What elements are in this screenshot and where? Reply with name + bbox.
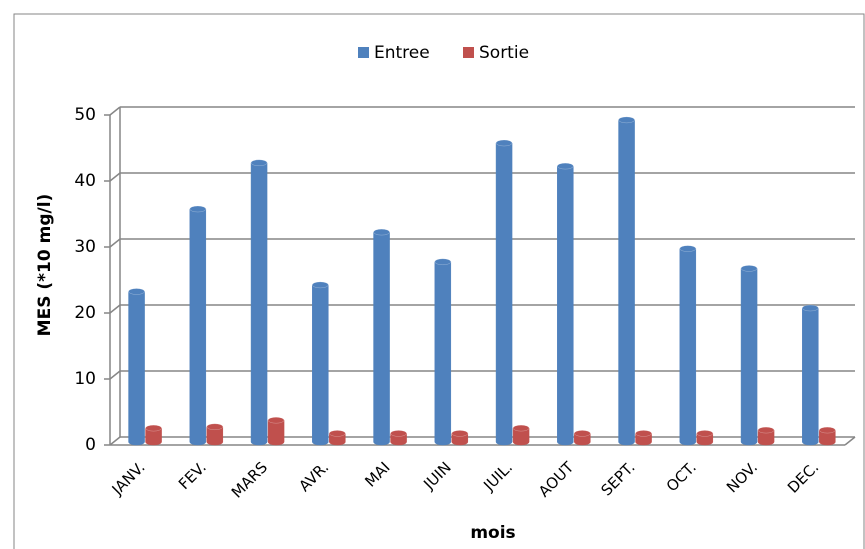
y-tick-label: 50 (74, 105, 96, 125)
bar (512, 424, 530, 446)
bar (267, 416, 285, 446)
bar-top (250, 159, 268, 167)
y-tick-label: 30 (74, 237, 96, 257)
bar-body (802, 307, 819, 446)
bar (557, 162, 574, 446)
bar-top (512, 424, 530, 432)
bar-body (679, 248, 697, 446)
legend-label: Sortie (479, 43, 529, 63)
bar-body (635, 433, 652, 446)
bar-top (267, 416, 285, 424)
bar (757, 426, 775, 446)
bar-top (434, 258, 452, 266)
bar-top (740, 265, 758, 272)
bar (740, 265, 758, 446)
bar-top (618, 116, 635, 124)
bar-body (390, 433, 407, 446)
bar-top (206, 423, 224, 431)
bar (329, 430, 346, 446)
y-tick-label: 0 (85, 435, 96, 455)
bar-body (618, 119, 635, 446)
bar-top (373, 228, 390, 236)
grid-diagonal (109, 436, 121, 446)
bar-top (802, 304, 819, 312)
bar-top (557, 162, 574, 170)
bar (250, 159, 268, 446)
bar-body (557, 165, 574, 446)
bar-body (696, 433, 714, 446)
bar-body (434, 261, 452, 446)
bar-body (451, 433, 469, 446)
bar (373, 228, 390, 446)
bar-body (189, 208, 207, 446)
legend-swatch (463, 47, 474, 58)
bar (696, 430, 714, 446)
bar (128, 288, 145, 446)
bar (451, 430, 469, 446)
bar (618, 116, 635, 446)
bar (390, 430, 407, 446)
grid-diagonal (109, 370, 121, 380)
bar-top (390, 430, 407, 437)
bar-top (679, 245, 697, 252)
bar-body (312, 284, 329, 446)
bar-top (495, 139, 513, 147)
bar (679, 245, 697, 446)
grid-diagonal (109, 238, 121, 248)
bar-body (574, 433, 591, 446)
y-axis-label: MES (*10 mg/l) (35, 194, 55, 337)
bar-body (329, 433, 346, 446)
bar (312, 281, 329, 446)
bar (206, 423, 224, 446)
y-tick-label: 40 (74, 171, 96, 191)
bar (189, 205, 207, 446)
bar-top (128, 288, 145, 295)
bar (574, 430, 591, 446)
bar-top (312, 281, 329, 289)
legend-label: Entree (374, 43, 430, 63)
bar-top (145, 424, 162, 432)
bar-body (373, 231, 390, 446)
floor-right (844, 436, 856, 446)
legend-swatch (358, 47, 369, 58)
bar (495, 139, 513, 446)
bar (145, 424, 162, 446)
bar-body (267, 419, 285, 446)
bar-body (512, 427, 530, 446)
bar-top (574, 430, 591, 437)
bar-body (495, 142, 513, 446)
bar-body (757, 429, 775, 446)
bar-top (451, 430, 469, 437)
bar-body (819, 429, 836, 446)
bar-body (128, 291, 145, 446)
bar-top (189, 205, 207, 213)
bar-body (206, 426, 224, 446)
bar-top (329, 430, 346, 437)
bar-top (757, 426, 775, 434)
bar-body (740, 268, 758, 446)
bar (635, 430, 652, 446)
y-tick-label: 10 (74, 369, 96, 389)
bar (819, 426, 836, 446)
grid-diagonal (109, 304, 121, 314)
y-tick-label: 20 (74, 303, 96, 323)
bar-top (696, 430, 714, 437)
bar-body (250, 162, 268, 446)
x-axis-label: mois (470, 523, 515, 543)
bar (434, 258, 452, 446)
bar-top (635, 430, 652, 437)
bar-top (819, 426, 836, 434)
bar (802, 304, 819, 446)
bar-body (145, 427, 162, 446)
grid-diagonal (109, 106, 121, 116)
grid-diagonal (109, 172, 121, 182)
